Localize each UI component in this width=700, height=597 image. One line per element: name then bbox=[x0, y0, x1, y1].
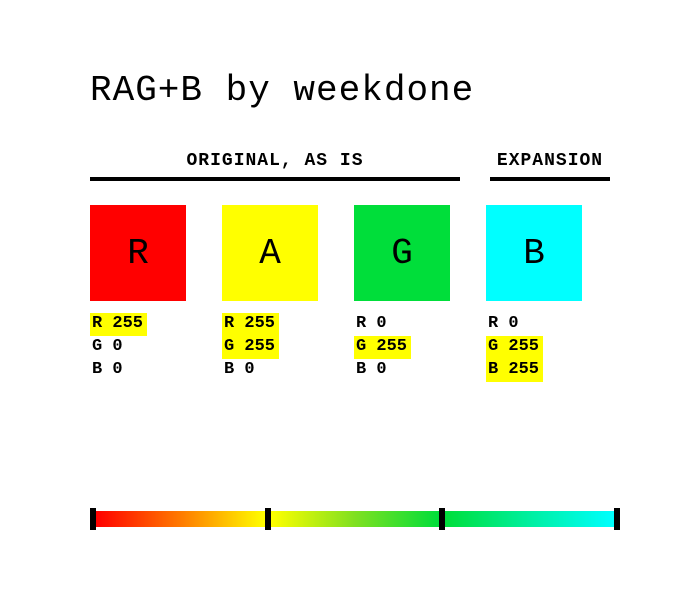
page-title: RAG+B by weekdone bbox=[90, 70, 620, 111]
expansion-label: EXPANSION bbox=[497, 151, 603, 171]
swatch-letter: B bbox=[523, 233, 545, 274]
rgb-line: G 255 bbox=[486, 336, 543, 359]
rgb-line: R 0 bbox=[486, 313, 523, 336]
swatch-box-g: G bbox=[354, 205, 450, 301]
original-rule bbox=[90, 177, 460, 181]
rgb-line: B 0 bbox=[222, 359, 259, 382]
gradient-segment bbox=[96, 511, 265, 527]
swatch-letter: G bbox=[391, 233, 413, 274]
swatch-col-g: G R 0G 255B 0 bbox=[354, 205, 450, 382]
section-headers: ORIGINAL, AS IS EXPANSION bbox=[90, 151, 620, 181]
expansion-header-group: EXPANSION bbox=[490, 151, 610, 181]
swatch-col-b: B R 0G 255B 255 bbox=[486, 205, 582, 382]
gradient-tick bbox=[614, 508, 620, 530]
original-label: ORIGINAL, AS IS bbox=[186, 151, 363, 171]
rgb-line: R 255 bbox=[90, 313, 147, 336]
gradient-bar bbox=[90, 511, 620, 527]
swatch-col-r: R R 255G 0B 0 bbox=[90, 205, 186, 382]
rgb-line: R 0 bbox=[354, 313, 391, 336]
rgb-line: G 255 bbox=[354, 336, 411, 359]
gradient-segment bbox=[271, 511, 440, 527]
swatch-box-r: R bbox=[90, 205, 186, 301]
swatch-letter: A bbox=[259, 233, 281, 274]
gradient-segment bbox=[445, 511, 614, 527]
rgb-line: R 255 bbox=[222, 313, 279, 336]
original-header-group: ORIGINAL, AS IS bbox=[90, 151, 460, 181]
rgb-line: G 0 bbox=[90, 336, 127, 359]
expansion-rule bbox=[490, 177, 610, 181]
rgb-line: B 0 bbox=[354, 359, 391, 382]
rgb-line: B 0 bbox=[90, 359, 127, 382]
swatch-letter: R bbox=[127, 233, 149, 274]
rgb-line: B 255 bbox=[486, 359, 543, 382]
swatch-col-a: A R 255G 255B 0 bbox=[222, 205, 318, 382]
swatch-box-b: B bbox=[486, 205, 582, 301]
swatch-row: RR 255G 0B 0AR 255G 255B 0GR 0G 255B 0BR… bbox=[90, 205, 620, 382]
swatch-box-a: A bbox=[222, 205, 318, 301]
rgb-line: G 255 bbox=[222, 336, 279, 359]
